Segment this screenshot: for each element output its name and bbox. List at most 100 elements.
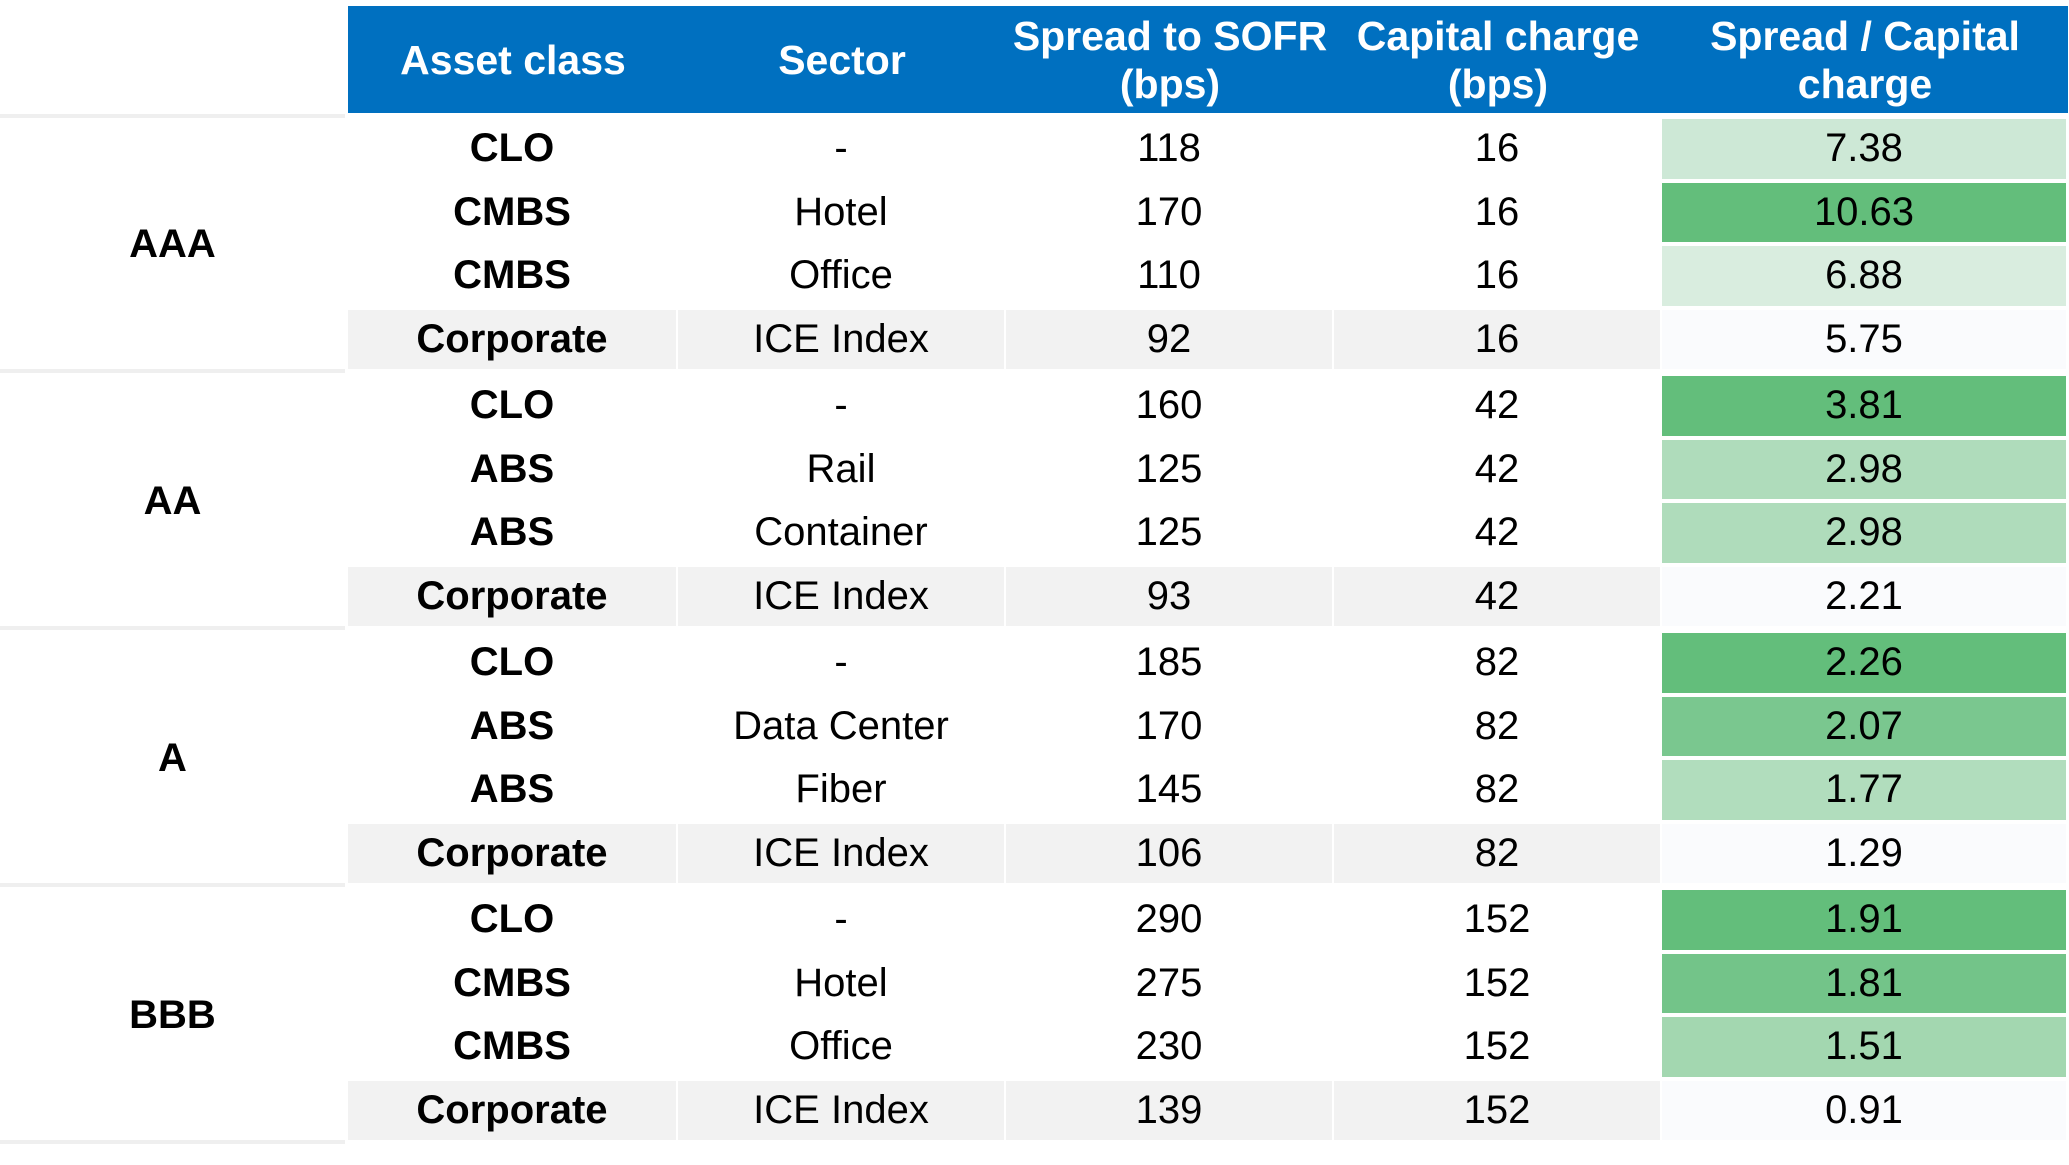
header-capital-charge-label: Capital charge (bps) <box>1356 12 1640 107</box>
spread-cell: 145 <box>1006 760 1332 820</box>
capital-charge-cell: 82 <box>1334 823 1660 883</box>
ratio-cell: 1.77 <box>1662 760 2066 820</box>
capital-charge-cell: 82 <box>1334 760 1660 820</box>
spread-cell: 290 <box>1006 890 1332 950</box>
capital-charge-cell: 82 <box>1334 696 1660 756</box>
ratio-cell: 1.29 <box>1662 823 2066 883</box>
asset-class-cell: CMBS <box>348 953 676 1013</box>
ratio-cell: 1.91 <box>1662 890 2066 950</box>
asset-class-cell: CMBS <box>348 1017 676 1077</box>
capital-charge-cell: 16 <box>1334 119 1660 179</box>
ratio-cell: 7.38 <box>1662 119 2066 179</box>
capital-charge-cell: 152 <box>1334 1080 1660 1140</box>
asset-class-cell: Corporate <box>348 566 676 626</box>
spread-cell: 106 <box>1006 823 1332 883</box>
capital-charge-cell: 16 <box>1334 182 1660 242</box>
ratio-cell: 5.75 <box>1662 309 2066 369</box>
asset-class-cell: CMBS <box>348 182 676 242</box>
sector-cell: Data Center <box>678 696 1004 756</box>
sector-cell: Office <box>678 1017 1004 1077</box>
ratio-cell: 2.98 <box>1662 503 2066 563</box>
asset-class-cell: CLO <box>348 119 676 179</box>
sector-cell: ICE Index <box>678 823 1004 883</box>
capital-charge-cell: 42 <box>1334 503 1660 563</box>
header-asset-class-label: Asset class <box>400 36 626 83</box>
rating-group-label: BBB <box>0 888 345 1142</box>
ratio-cell: 2.26 <box>1662 633 2066 693</box>
sector-cell: - <box>678 890 1004 950</box>
ratio-cell: 2.07 <box>1662 696 2066 756</box>
header-spread: Spread to SOFR (bps) <box>1006 6 1334 113</box>
header-sector-label: Sector <box>778 36 906 83</box>
sector-cell: ICE Index <box>678 309 1004 369</box>
header-ratio: Spread / Capital charge <box>1662 6 2068 113</box>
sector-cell: Hotel <box>678 182 1004 242</box>
asset-class-cell: CMBS <box>348 246 676 306</box>
header-ratio-label: Spread / Capital charge <box>1710 12 2020 107</box>
capital-charge-cell: 16 <box>1334 246 1660 306</box>
sector-cell: ICE Index <box>678 1080 1004 1140</box>
rating-group-label: AAA <box>0 117 345 371</box>
spread-cell: 185 <box>1006 633 1332 693</box>
spread-cell: 118 <box>1006 119 1332 179</box>
group-divider <box>0 114 345 118</box>
capital-charge-cell: 152 <box>1334 890 1660 950</box>
sector-cell: Fiber <box>678 760 1004 820</box>
capital-charge-cell: 16 <box>1334 309 1660 369</box>
asset-class-cell: ABS <box>348 760 676 820</box>
group-divider <box>0 883 345 887</box>
group-divider <box>0 369 345 373</box>
sector-cell: Hotel <box>678 953 1004 1013</box>
spread-cell: 92 <box>1006 309 1332 369</box>
group-divider <box>0 626 345 630</box>
ratio-cell: 0.91 <box>1662 1080 2066 1140</box>
asset-class-cell: Corporate <box>348 823 676 883</box>
capital-charge-cell: 42 <box>1334 439 1660 499</box>
header-asset-class: Asset class <box>348 6 678 113</box>
ratio-cell: 2.98 <box>1662 439 2066 499</box>
sector-cell: Container <box>678 503 1004 563</box>
ratio-cell: 1.51 <box>1662 1017 2066 1077</box>
asset-class-cell: ABS <box>348 503 676 563</box>
capital-charge-cell: 152 <box>1334 1017 1660 1077</box>
header-spread-label: Spread to SOFR (bps) <box>1012 12 1328 107</box>
spread-cell: 125 <box>1006 503 1332 563</box>
asset-class-cell: ABS <box>348 696 676 756</box>
header-capital-charge: Capital charge (bps) <box>1334 6 1662 113</box>
ratio-cell: 2.21 <box>1662 566 2066 626</box>
sector-cell: - <box>678 633 1004 693</box>
spread-cell: 139 <box>1006 1080 1332 1140</box>
asset-class-cell: CLO <box>348 890 676 950</box>
sector-cell: Office <box>678 246 1004 306</box>
rating-group-label: AA <box>0 374 345 628</box>
capital-charge-cell: 42 <box>1334 376 1660 436</box>
rating-group-label: A <box>0 631 345 885</box>
ratio-cell: 10.63 <box>1662 182 2066 242</box>
spread-cell: 230 <box>1006 1017 1332 1077</box>
group-divider <box>0 1140 345 1144</box>
sector-cell: - <box>678 376 1004 436</box>
spread-cell: 125 <box>1006 439 1332 499</box>
ratio-cell: 1.81 <box>1662 953 2066 1013</box>
sector-cell: - <box>678 119 1004 179</box>
header-sector: Sector <box>678 6 1006 113</box>
spread-cell: 170 <box>1006 696 1332 756</box>
asset-class-cell: Corporate <box>348 309 676 369</box>
capital-charge-cell: 152 <box>1334 953 1660 1013</box>
capital-charge-cell: 42 <box>1334 566 1660 626</box>
capital-charge-cell: 82 <box>1334 633 1660 693</box>
sector-cell: ICE Index <box>678 566 1004 626</box>
ratio-cell: 6.88 <box>1662 246 2066 306</box>
sector-cell: Rail <box>678 439 1004 499</box>
spread-cell: 160 <box>1006 376 1332 436</box>
ratio-cell: 3.81 <box>1662 376 2066 436</box>
asset-class-cell: CLO <box>348 376 676 436</box>
asset-class-cell: CLO <box>348 633 676 693</box>
asset-class-cell: ABS <box>348 439 676 499</box>
spread-cell: 275 <box>1006 953 1332 1013</box>
spread-cell: 170 <box>1006 182 1332 242</box>
spread-cell: 110 <box>1006 246 1332 306</box>
header-corner-blank <box>0 0 348 113</box>
asset-class-cell: Corporate <box>348 1080 676 1140</box>
